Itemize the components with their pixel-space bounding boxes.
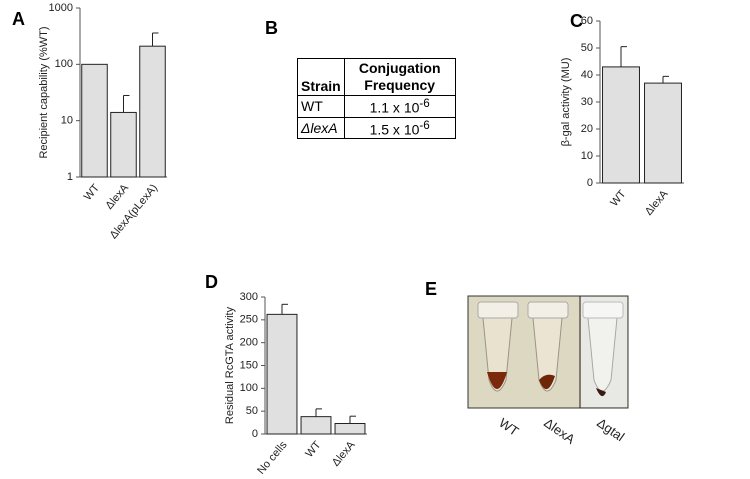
y-tick-label: 10	[61, 115, 73, 127]
y-tick-label: 200	[240, 337, 258, 349]
x-tick-label: WT	[82, 182, 102, 203]
y-tick-label: 50	[581, 42, 593, 54]
y-tick-label: 40	[581, 69, 593, 81]
y-tick-label: 300	[240, 291, 258, 303]
photo-label: WT	[496, 415, 521, 439]
error-bar	[620, 46, 627, 67]
panel-label: C	[570, 11, 583, 31]
panel-label: E	[425, 279, 437, 299]
table-header: Strain	[297, 58, 345, 96]
y-tick-label: 0	[252, 428, 258, 440]
exponent: -6	[419, 97, 430, 110]
bar	[644, 82, 682, 184]
tube-cap	[527, 301, 569, 319]
bar	[81, 63, 108, 178]
y-tick-label: 20	[581, 123, 593, 135]
bar	[602, 66, 640, 184]
y-tick-label: 30	[581, 96, 593, 108]
table-cell: ΔlexA	[297, 116, 345, 140]
bar	[266, 313, 298, 435]
pellet	[539, 374, 555, 390]
pellet	[487, 372, 507, 389]
y-tick-label: 10	[581, 150, 593, 162]
photo-label: ΔlexA	[541, 415, 578, 447]
y-tick-label: 60	[581, 15, 593, 27]
x-tick-label: ΔlexA	[330, 439, 358, 469]
y-axis-label: β-gal activity (MU)	[560, 58, 572, 147]
x-tick-label: ΔlexA	[103, 182, 131, 212]
y-tick-label: 1000	[49, 2, 73, 14]
table: Strain Conjugation Frequency WT 1.1 x 10-6…	[297, 58, 456, 140]
panel-label: B	[265, 18, 278, 38]
y-axis-label: Recipient capability (%WT)	[38, 26, 50, 158]
table-cell: 1.5 x 10-6	[343, 116, 456, 140]
table-cell: 1.1 x 10-6	[343, 95, 456, 118]
bar	[139, 45, 166, 178]
mantissa: 1.5 x 10	[369, 121, 420, 138]
x-tick-label: WT	[303, 439, 323, 460]
bar	[300, 416, 332, 435]
tube	[587, 317, 618, 392]
bar	[334, 422, 366, 435]
error-bar	[662, 75, 669, 84]
error-bar	[281, 303, 288, 315]
y-tick-label: 150	[240, 359, 258, 371]
panel-label: A	[12, 9, 25, 29]
photo	[467, 295, 629, 409]
photo-label: Δgtal	[594, 415, 627, 444]
mantissa: 1.1 x 10	[369, 99, 420, 116]
tube-cap	[582, 301, 624, 319]
y-tick-label: 250	[240, 314, 258, 326]
y-tick-label: 100	[240, 382, 258, 394]
y-tick-label: 100	[55, 58, 73, 70]
error-bar	[123, 94, 130, 113]
error-bar	[152, 32, 159, 47]
panel-label: D	[205, 272, 218, 292]
x-tick-label: ΔlexA	[643, 188, 671, 218]
table-header: Conjugation Frequency	[343, 58, 456, 96]
y-tick-label: 50	[246, 405, 258, 417]
tube-cap	[477, 301, 519, 319]
x-tick-label: No cells	[255, 439, 290, 477]
error-bar	[315, 408, 322, 417]
y-axis-label: Residual RcGTA activity	[224, 306, 236, 424]
y-tick-label: 1	[67, 171, 73, 183]
exponent: -6	[419, 118, 430, 132]
table-cell: WT	[297, 95, 345, 118]
error-bar	[349, 415, 356, 424]
x-tick-label: WT	[608, 188, 628, 209]
pellet	[596, 388, 606, 397]
y-tick-label: 0	[587, 177, 593, 189]
bar	[110, 111, 137, 178]
